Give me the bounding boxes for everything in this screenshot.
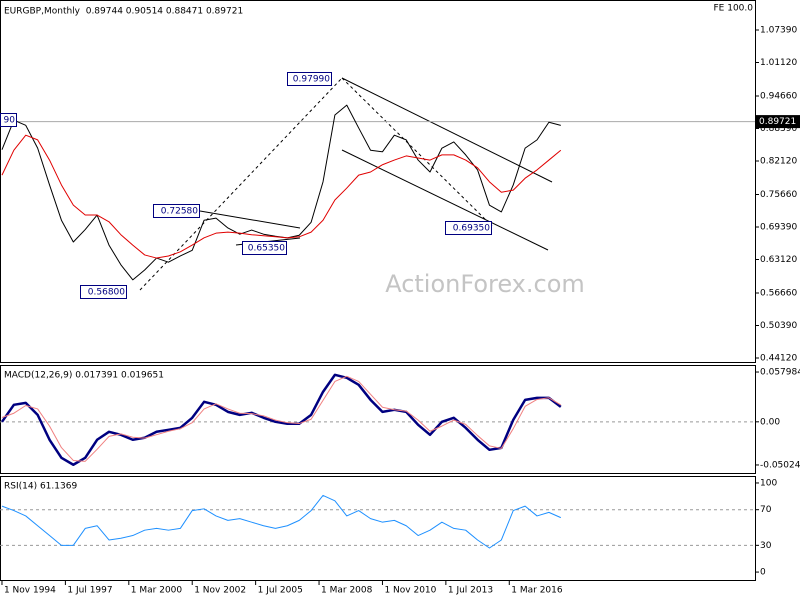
y-tick-label: 70 — [760, 505, 772, 515]
price-annotation-box — [0, 113, 17, 127]
x-tick-label: 1 Nov 2002 — [194, 586, 246, 596]
price-annotation: 0.72580 — [161, 207, 198, 217]
price-annotation: 90 — [4, 116, 16, 126]
y-tick-label: 30 — [760, 541, 772, 551]
price-annotation-box — [153, 204, 200, 218]
y-tick-label: 1.01120 — [760, 58, 797, 68]
price-annotation: 0.56800 — [88, 288, 125, 298]
price-annotation-box — [242, 241, 287, 255]
channel-upper — [341, 77, 553, 183]
y-tick-label: 100 — [760, 478, 777, 488]
price-annotation: 0.65350 — [248, 244, 285, 254]
y-tick-label: 0.69390 — [760, 223, 797, 233]
last-price-label: 0.89721 — [759, 117, 796, 127]
indicator-label: FE 100.0 — [714, 4, 754, 14]
series-line — [1, 494, 562, 549]
x-tick-label: 1 Mar 2000 — [131, 586, 183, 596]
rsi-panel — [0, 476, 756, 581]
last-price-box — [756, 115, 800, 129]
y-tick-label: 1.07390 — [760, 25, 797, 35]
y-tick-label: 0.88390 — [760, 124, 797, 134]
y-tick-label: 0.50390 — [760, 321, 797, 331]
price-annotation-box — [445, 221, 492, 235]
y-tick-label: 0.057984 — [760, 368, 800, 378]
price-annotation: 0.97990 — [293, 75, 330, 85]
x-tick-label: 1 Mar 2008 — [321, 586, 373, 596]
panel-title: EURGBP,Monthly 0.89744 0.90514 0.88471 0… — [4, 7, 243, 17]
panel-title: MACD(12,26,9) 0.017391 0.019651 — [4, 371, 164, 381]
y-tick-label: 0.56660 — [760, 288, 797, 298]
y-tick-label: 0.44120 — [760, 354, 797, 364]
series-line — [1, 134, 562, 259]
price-panel — [0, 0, 756, 363]
x-tick-label: 1 Jul 1997 — [67, 586, 112, 596]
y-tick-label: 0 — [760, 568, 766, 578]
x-tick-label: 1 Nov 2010 — [384, 586, 436, 596]
panel-borders — [0, 0, 756, 581]
y-tick-label: 0.63120 — [760, 255, 797, 265]
macd-panel — [0, 365, 756, 474]
y-tick-label: 0.82120 — [760, 157, 797, 167]
y-tick-label: -0.050241 — [760, 460, 800, 470]
channel-lower — [341, 149, 549, 251]
x-tick-label: 1 Mar 2016 — [511, 586, 563, 596]
panel-title: RSI(14) 61.1369 — [4, 482, 77, 492]
price-annotation-box — [80, 285, 127, 299]
fibo-line — [341, 77, 493, 227]
x-tick-label: 1 Nov 1994 — [4, 586, 56, 596]
y-tick-label: 0.75660 — [760, 190, 797, 200]
x-tick-label: 1 Jul 2005 — [258, 586, 303, 596]
series-line — [1, 375, 562, 462]
watermark: ActionForex.com — [385, 270, 585, 298]
price-annotation-box — [287, 72, 332, 86]
y-tick-label: 0.00 — [760, 417, 780, 427]
x-tick-label: 1 Jul 2013 — [448, 586, 493, 596]
series-line — [0, 373, 562, 467]
price-annotation: 0.69350 — [453, 224, 490, 234]
y-tick-label: 0.94660 — [760, 91, 797, 101]
triangle-line — [199, 210, 301, 229]
